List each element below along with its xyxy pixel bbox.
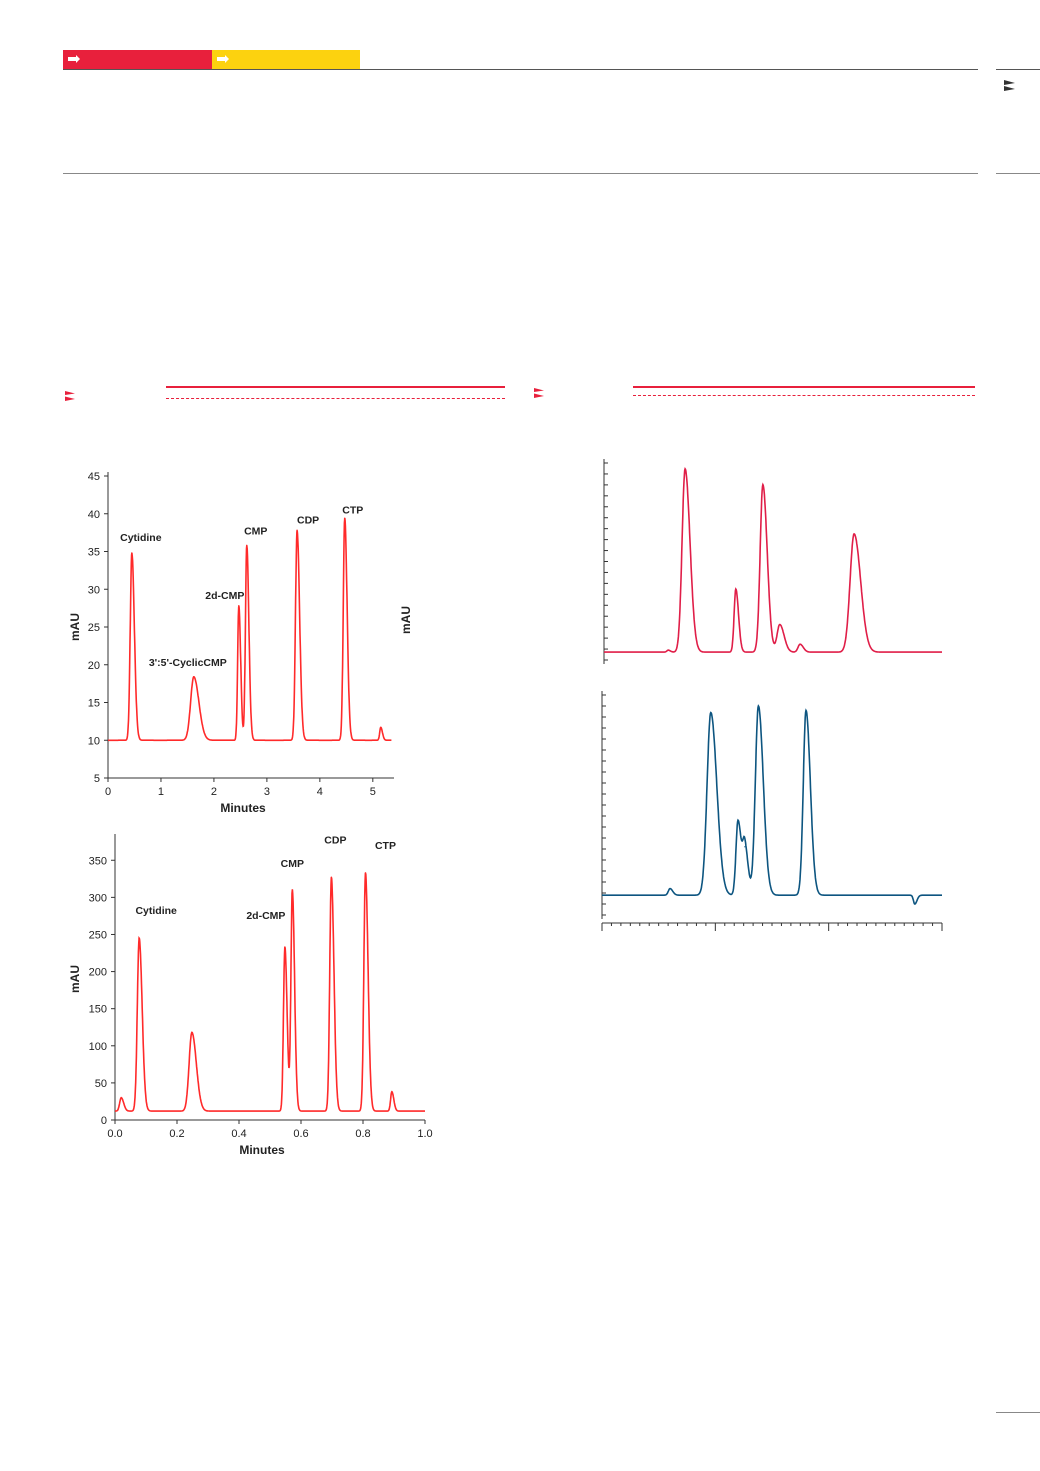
x-tick-label: 5 (370, 786, 376, 798)
x-tick-label: 3 (264, 786, 270, 798)
peak-point (737, 819, 739, 821)
peak-point (120, 1096, 122, 1099)
peak-point (799, 643, 801, 645)
arrow-icon (217, 55, 229, 63)
peak-point (735, 588, 737, 590)
header-rule (63, 69, 978, 70)
double-chevron-icon (534, 388, 544, 398)
x-tick-label: 0.8 (355, 1128, 370, 1140)
peak-point (391, 1091, 393, 1093)
chromatogram-4 (601, 691, 943, 931)
peak-point (757, 705, 759, 707)
chromatogram-2: 0 50 100 150 200 250 300 350 0.0 0.2 0.4 0.6 0.8 1.0 M… (68, 834, 433, 1157)
double-chevron-icon (1004, 80, 1015, 91)
section-line-right (633, 386, 975, 388)
y-tick-label: 0 (101, 1115, 107, 1127)
peak-label: CMP (244, 525, 267, 537)
trace-line (602, 704, 942, 905)
trace-line (604, 467, 942, 653)
y-tick-label: 200 (89, 967, 107, 979)
peak-point (291, 889, 294, 891)
x-tick-label: 0 (105, 786, 111, 798)
peak-point (669, 888, 671, 890)
side-rule-mid (996, 173, 1040, 174)
peak-label: Cytidine (135, 905, 177, 917)
section-dash-left (166, 398, 505, 399)
section-dash-right (633, 395, 975, 396)
y-tick-label: 45 (88, 471, 100, 483)
peak-point (744, 846, 746, 848)
y-tick-label: 150 (89, 1004, 107, 1016)
y-tick-label: 10 (88, 735, 100, 747)
x-tick-label: 0.4 (231, 1128, 246, 1140)
y-tick-label: 25 (88, 622, 100, 634)
x-tick-label: 0.6 (293, 1128, 308, 1140)
peak-point (779, 623, 781, 626)
section-line-left (166, 386, 505, 388)
y-tick-label: 50 (95, 1078, 107, 1090)
peak-label: CMP (281, 858, 304, 870)
side-rule-top (996, 69, 1040, 70)
peak-label: 3':5'-CyclicCMP (149, 657, 227, 669)
peak-point (343, 517, 346, 520)
right-ylabel-wrap: mAU (399, 606, 413, 634)
x-tick-label: 2 (211, 786, 217, 798)
peak-point (330, 876, 333, 879)
peak-label: 2d-CMP (205, 590, 244, 602)
y-tick-label: 350 (89, 855, 107, 867)
x-axis-label: Minutes (220, 801, 266, 815)
y-tick-label: 300 (89, 892, 107, 904)
trace-line (115, 872, 425, 1112)
peak-point (379, 726, 382, 729)
peak-point (193, 676, 195, 678)
side-rule-bottom (996, 1412, 1040, 1413)
peak-label: CTP (342, 504, 363, 516)
y-axis-label: mAU (68, 965, 82, 993)
y-tick-label: 250 (89, 929, 107, 941)
peak-point (684, 468, 686, 470)
peak-point (805, 709, 807, 711)
peak-point (131, 552, 133, 554)
peak-point (762, 484, 764, 486)
peak-point (238, 605, 240, 607)
peak-point (284, 946, 286, 948)
peak-label: CDP (324, 834, 346, 846)
peak-label: Cytidine (120, 532, 162, 544)
y-tick-label: 15 (88, 698, 100, 710)
x-axis-label: Minutes (239, 1143, 285, 1157)
arrow-icon (68, 55, 80, 63)
peak-point (914, 903, 916, 905)
peak-point (853, 533, 855, 535)
double-chevron-icon (65, 391, 75, 401)
y-tick-label: 100 (89, 1041, 107, 1053)
peak-point (191, 1031, 193, 1034)
peak-point (710, 712, 712, 714)
y-tick-label: 40 (88, 509, 100, 521)
y-tick-label: 20 (88, 660, 100, 672)
y-tick-label: 30 (88, 584, 100, 596)
x-tick-label: 0.2 (169, 1128, 184, 1140)
section-rule (63, 173, 978, 174)
peak-point (138, 937, 140, 939)
header-tab-yellow (212, 50, 360, 69)
chromatogram-3 (603, 459, 942, 664)
y-tick-label: 5 (94, 773, 100, 785)
x-tick-label: 1.0 (417, 1128, 432, 1140)
y-axis-label: mAU (68, 613, 82, 641)
header-tab-red (63, 50, 212, 69)
peak-point (245, 544, 248, 547)
peak-label: 2d-CMP (246, 910, 285, 922)
trace-line (108, 518, 392, 742)
y-tick-label: 35 (88, 547, 100, 559)
right-ylabel: mAU (399, 606, 413, 634)
peak-point (667, 649, 669, 651)
peak-point (364, 872, 367, 874)
peak-point (296, 529, 298, 532)
x-tick-label: 1 (158, 786, 164, 798)
peak-label: CDP (297, 514, 319, 526)
peak-label: CTP (375, 840, 396, 852)
x-tick-label: 4 (317, 786, 323, 798)
x-tick-label: 0.0 (107, 1128, 122, 1140)
